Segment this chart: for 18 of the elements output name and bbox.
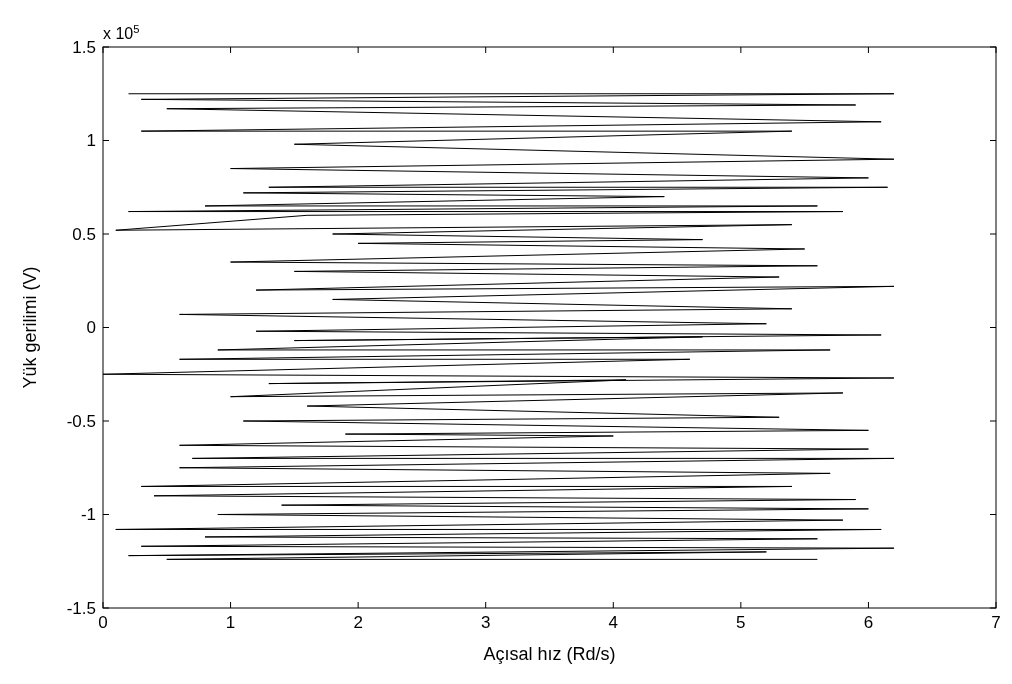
x-tick-label: 0: [98, 613, 108, 632]
y-tick-label: 0: [86, 318, 96, 338]
y-tick-label: -0.5: [66, 411, 96, 431]
x-tick-label: 5: [736, 613, 746, 632]
x-tick-label: 6: [863, 613, 874, 632]
x-tick-label: 2: [353, 613, 363, 632]
y-axis-title: Yük gerilimi (V): [20, 266, 40, 389]
y-tick-label: -1.5: [66, 598, 96, 618]
y-tick-label: 1: [86, 131, 96, 151]
text: x 10$^{5}$: [103, 23, 140, 42]
x-tick-label: 1: [225, 613, 236, 632]
x-axis-title: Açısal hız (Rd/s): [483, 644, 616, 664]
x-tick-label: 3: [480, 613, 491, 632]
x-tick-label: 4: [608, 613, 619, 632]
y-tick-label: 1.5: [72, 37, 96, 57]
x-tick-label: 7: [991, 613, 1001, 632]
y-tick-label: -1: [80, 505, 96, 525]
y-tick-label: 0.5: [72, 224, 96, 244]
